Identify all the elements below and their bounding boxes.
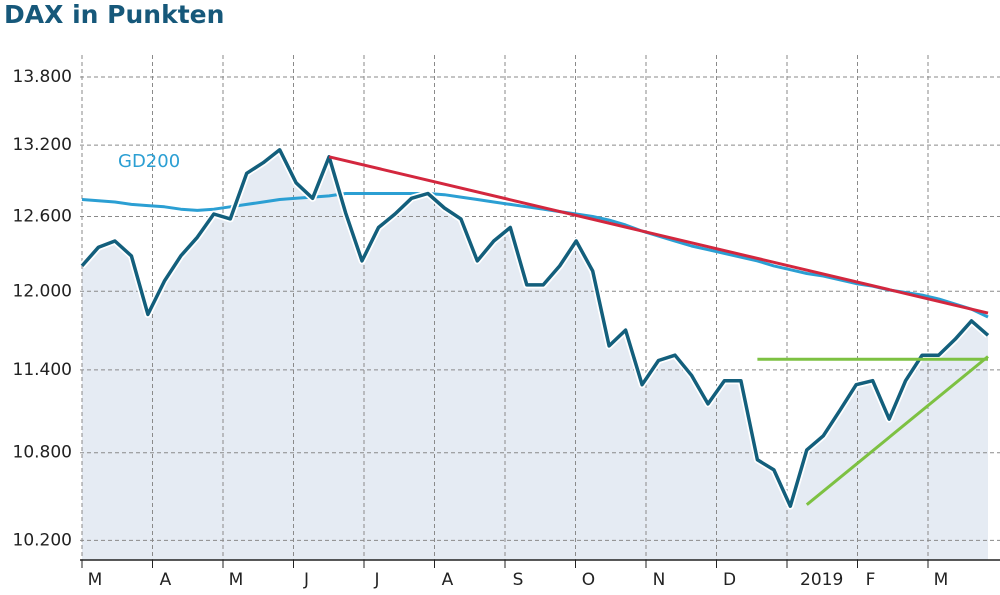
x-tick-label: A [160, 570, 172, 590]
line [80, 148, 990, 508]
y-tick-label: 11.400 [13, 360, 72, 380]
chart-title: DAX in Punkten [4, 0, 224, 29]
y-tick-label: 12.600 [13, 206, 72, 226]
x-tick-label: S [513, 570, 524, 590]
x-tick-label: J [303, 570, 309, 590]
y-tick-label: 10.200 [13, 530, 72, 550]
x-tick-label: 2019 [800, 570, 843, 590]
area [82, 149, 988, 561]
y-tick-label: 13.800 [13, 67, 72, 87]
x-tick-label: M [229, 570, 244, 590]
x-tick-label: J [373, 570, 379, 590]
y-tick-label: 13.200 [13, 135, 72, 155]
x-tick-label: F [866, 570, 876, 590]
line [805, 355, 989, 506]
y-tick-label: 12.000 [13, 281, 72, 301]
x-tick-label: D [723, 570, 736, 590]
x-tick-label: N [653, 570, 666, 590]
x-tick-label: O [582, 570, 595, 590]
x-tick-label: M [88, 570, 103, 590]
line [328, 155, 989, 315]
x-tick-label: A [442, 570, 454, 590]
y-tick-label: 10.800 [13, 443, 72, 463]
series-label: GD200 [118, 151, 180, 172]
x-tick-label: M [934, 570, 949, 590]
